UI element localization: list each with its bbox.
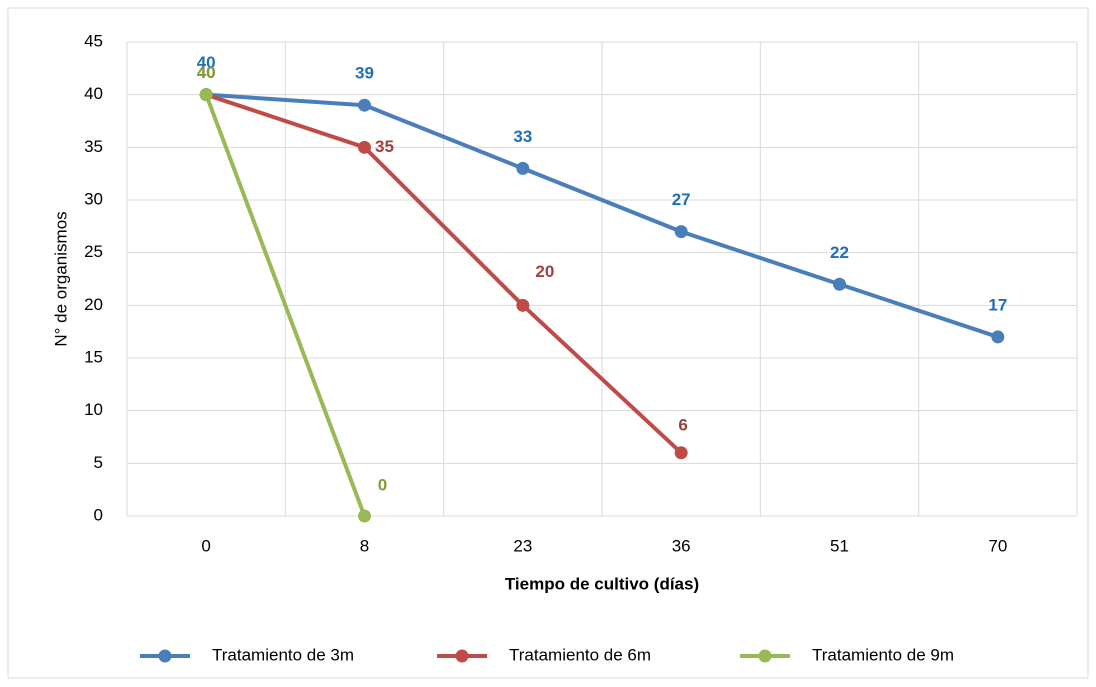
legend-marker — [158, 649, 172, 663]
x-tick-label: 8 — [360, 536, 369, 555]
legend-label: Tratamiento de 6m — [509, 645, 651, 664]
data-label: 22 — [830, 243, 849, 262]
y-tick-label: 30 — [84, 189, 103, 208]
x-tick-label: 23 — [513, 536, 532, 555]
data-label: 35 — [375, 137, 394, 156]
legend-marker — [758, 649, 772, 663]
series-line — [206, 92, 999, 339]
data-point — [516, 298, 530, 312]
series-line — [204, 93, 367, 517]
legend-marker — [455, 649, 469, 663]
series-line — [205, 92, 683, 455]
data-label: 40 — [197, 63, 216, 82]
y-tick-label: 35 — [84, 137, 103, 156]
y-tick-label: 15 — [84, 347, 103, 366]
y-tick-label: 25 — [84, 242, 103, 261]
data-label: 40 — [197, 63, 216, 82]
data-point — [358, 98, 371, 112]
data-point — [674, 225, 688, 239]
data-point — [833, 277, 846, 291]
data-label: 17 — [988, 295, 1007, 314]
y-axis-title: N° de organismos — [51, 211, 70, 346]
legend-label: Tratamiento de 9m — [812, 645, 954, 664]
data-point — [516, 161, 530, 175]
data-label: 40 — [197, 53, 216, 72]
y-tick-label: 45 — [84, 31, 103, 50]
data-label: 39 — [355, 64, 374, 83]
data-point — [358, 509, 371, 523]
y-tick-label: 20 — [84, 295, 103, 314]
data-point — [674, 446, 688, 460]
x-tick-label: 51 — [830, 536, 849, 555]
data-label: 27 — [672, 190, 691, 209]
y-tick-label: 5 — [94, 453, 103, 472]
data-label: 33 — [513, 127, 532, 146]
y-tick-label: 40 — [84, 84, 103, 103]
y-tick-label: 0 — [94, 505, 103, 524]
data-label: 20 — [535, 262, 554, 281]
data-label: 6 — [678, 415, 687, 434]
data-label: 0 — [378, 475, 387, 494]
x-tick-label: 36 — [672, 536, 691, 555]
y-tick-label: 10 — [84, 400, 103, 419]
x-tick-label: 0 — [201, 536, 210, 555]
data-point — [991, 330, 1005, 344]
data-point — [358, 140, 371, 154]
x-axis-title: Tiempo de cultivo (días) — [505, 574, 699, 593]
legend-label: Tratamiento de 3m — [212, 645, 354, 664]
data-point — [199, 88, 213, 102]
chart-border — [7, 7, 1089, 679]
x-tick-label: 70 — [988, 536, 1007, 555]
